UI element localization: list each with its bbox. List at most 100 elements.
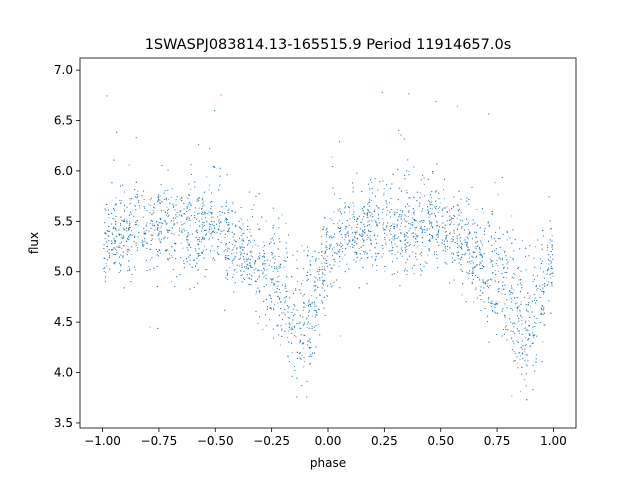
data-point	[393, 226, 395, 228]
data-point	[308, 310, 310, 312]
data-point	[494, 303, 496, 305]
data-point	[527, 292, 529, 294]
data-point	[517, 268, 519, 270]
data-point	[124, 220, 126, 222]
data-point	[506, 259, 508, 261]
data-point	[393, 273, 395, 275]
data-point	[423, 229, 425, 231]
data-point	[129, 223, 131, 225]
data-point	[224, 233, 226, 235]
data-point	[450, 221, 452, 223]
data-point	[496, 260, 498, 262]
data-point	[451, 241, 453, 243]
data-point	[175, 217, 177, 219]
data-point	[509, 318, 511, 320]
data-point	[108, 235, 110, 237]
data-point	[491, 260, 493, 262]
data-point	[190, 246, 192, 248]
data-point	[210, 208, 212, 210]
data-point	[420, 179, 422, 181]
data-point	[543, 324, 545, 326]
data-point	[446, 239, 448, 241]
data-point	[475, 265, 477, 267]
data-point	[423, 266, 425, 268]
data-point	[449, 224, 451, 226]
data-point	[507, 267, 509, 269]
data-point	[550, 228, 552, 230]
data-point	[539, 258, 541, 260]
data-point	[188, 183, 190, 185]
data-point	[323, 284, 325, 286]
data-point	[491, 272, 493, 274]
data-point	[504, 288, 506, 290]
data-point	[259, 316, 260, 318]
data-point	[255, 268, 257, 270]
data-point	[274, 233, 276, 235]
data-point	[528, 338, 530, 340]
data-point	[412, 236, 414, 238]
data-point	[284, 309, 286, 311]
data-point	[528, 255, 530, 257]
data-point	[540, 321, 542, 323]
data-point	[482, 280, 484, 282]
data-point	[129, 268, 131, 270]
data-point	[232, 259, 234, 261]
data-point	[489, 285, 491, 287]
data-point	[202, 197, 204, 199]
data-point	[416, 259, 418, 261]
data-point	[123, 220, 125, 222]
data-point	[129, 227, 131, 229]
data-point	[422, 229, 424, 231]
data-point	[371, 213, 373, 215]
data-point	[408, 205, 410, 207]
data-point	[406, 274, 408, 276]
data-point	[130, 198, 132, 200]
data-point	[319, 269, 321, 271]
data-point	[408, 230, 410, 232]
data-point	[127, 248, 129, 250]
data-point	[386, 214, 388, 216]
data-point	[348, 224, 350, 226]
data-point	[318, 273, 320, 275]
data-point	[498, 287, 500, 289]
data-point	[130, 280, 132, 282]
data-point	[126, 219, 128, 221]
data-point	[517, 330, 519, 332]
data-point	[400, 232, 402, 234]
data-point	[277, 302, 279, 304]
data-point	[181, 224, 183, 226]
data-point	[525, 344, 527, 346]
data-point	[476, 245, 478, 247]
data-point	[127, 237, 129, 239]
data-point	[456, 243, 458, 245]
data-point	[533, 334, 535, 336]
data-point	[396, 257, 398, 259]
data-point	[399, 239, 401, 241]
data-point	[169, 257, 171, 259]
data-point	[367, 216, 369, 218]
data-point	[314, 330, 316, 332]
data-point	[487, 279, 489, 281]
data-point	[299, 315, 301, 317]
data-point	[356, 237, 358, 239]
data-point	[303, 342, 305, 344]
data-point	[321, 250, 323, 252]
data-point	[316, 311, 318, 313]
data-point	[224, 309, 226, 311]
data-point	[170, 220, 172, 222]
data-point	[278, 275, 280, 277]
data-point	[146, 210, 148, 212]
data-point	[146, 226, 148, 228]
data-point	[130, 230, 132, 232]
data-point	[156, 223, 158, 225]
data-point	[357, 217, 359, 219]
data-point	[535, 286, 537, 288]
data-point	[296, 323, 298, 325]
data-point	[243, 279, 245, 281]
data-point	[153, 206, 155, 208]
data-point	[145, 259, 147, 261]
data-point	[468, 250, 470, 252]
data-point	[376, 205, 378, 207]
data-point	[490, 261, 492, 263]
data-point	[225, 217, 227, 219]
